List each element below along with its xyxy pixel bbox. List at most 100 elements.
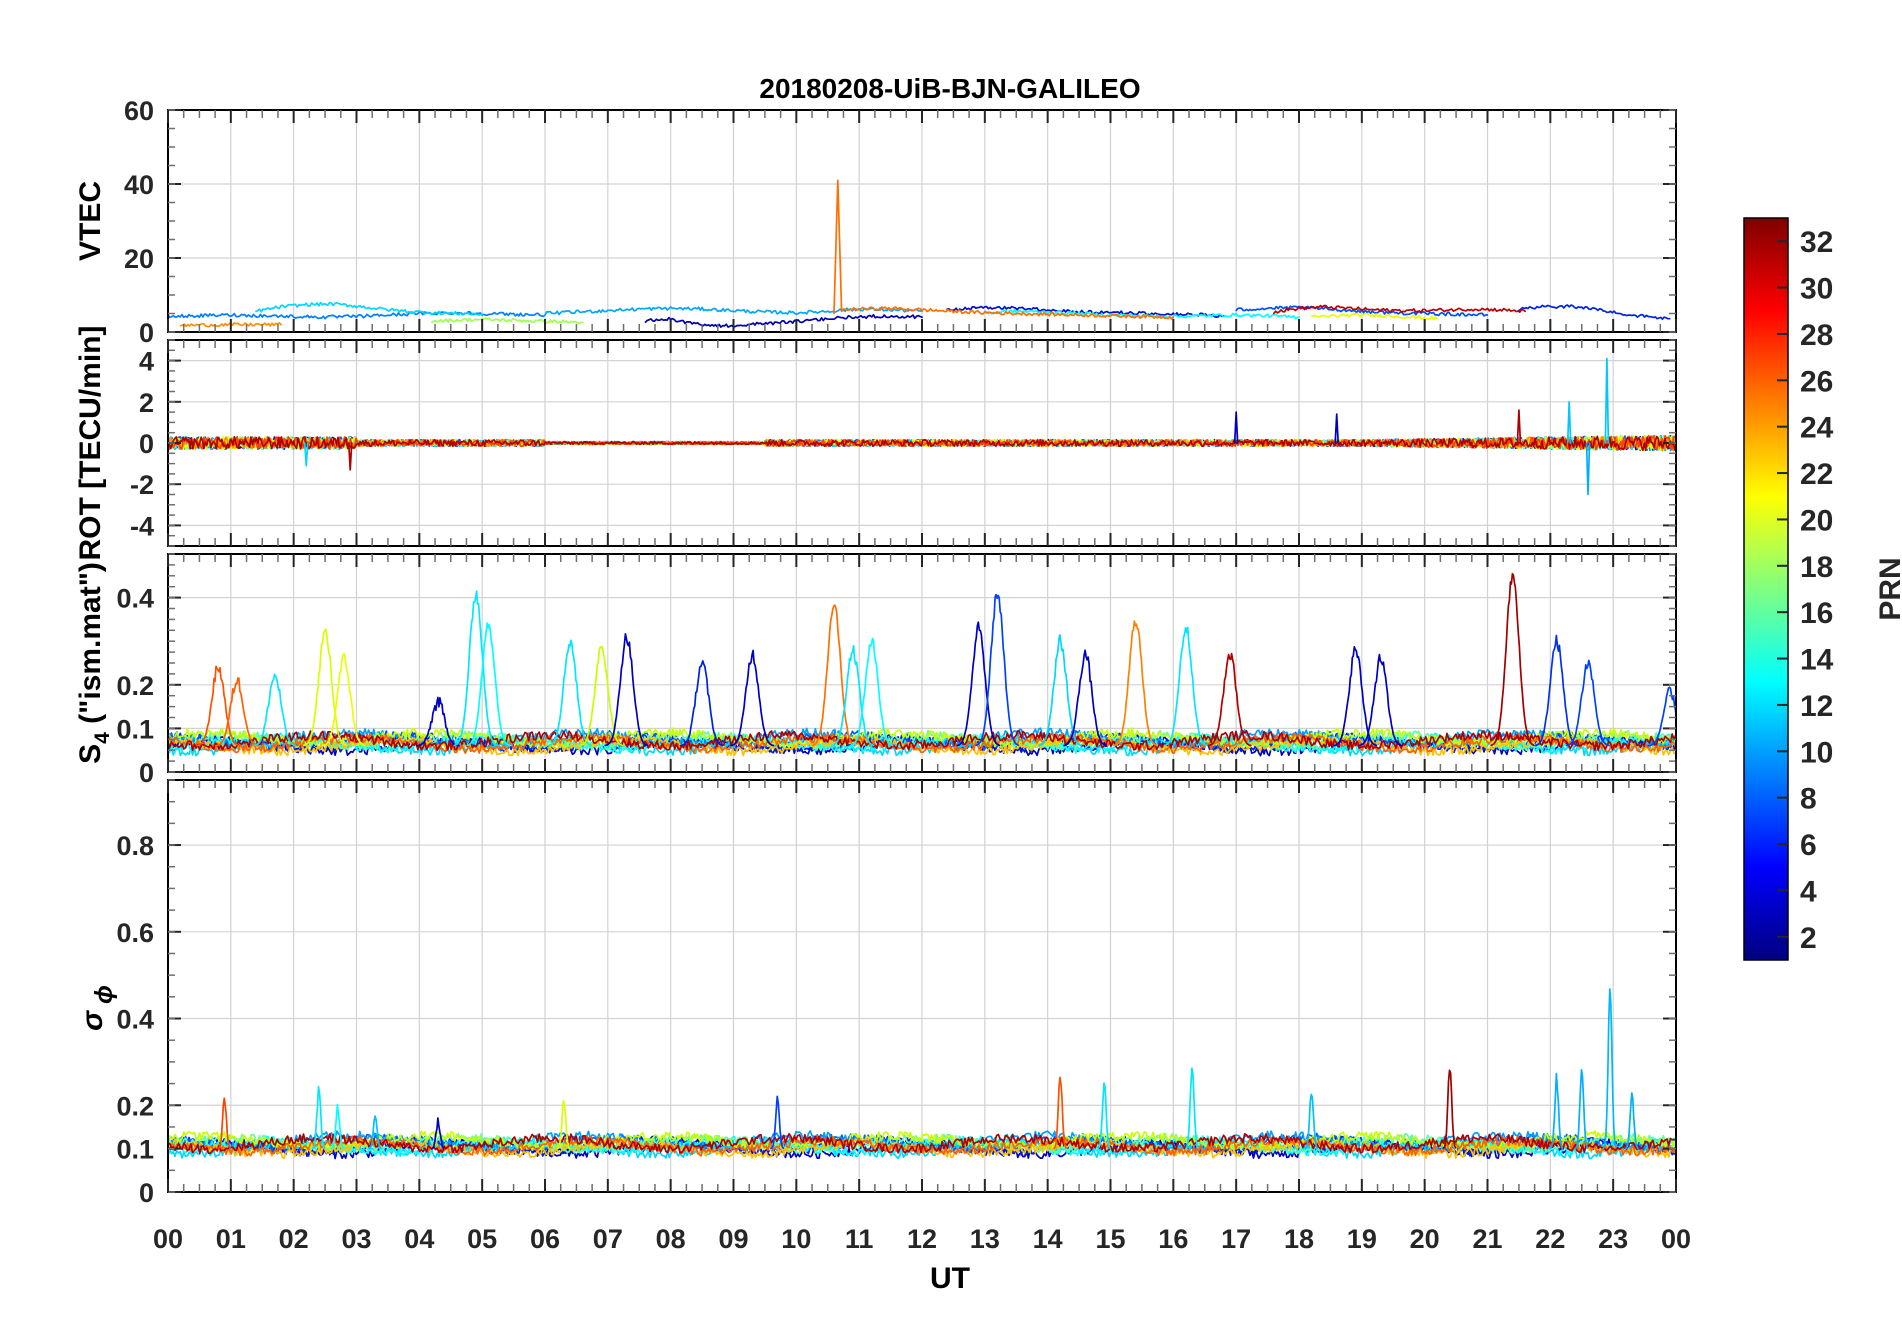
rot-event-5 (1233, 411, 1239, 444)
ytick-label: 60 (124, 96, 154, 126)
sigma_phi-peak-11 (1442, 1069, 1457, 1150)
trace-prn-30 (1273, 304, 1527, 315)
trace-prn-11 (255, 301, 484, 316)
sigma_phi-peak-2 (330, 1103, 345, 1150)
sigma_phi-peak-12 (1549, 1072, 1564, 1150)
ytick-label: 0.8 (116, 831, 154, 861)
xtick-label: 05 (467, 1224, 497, 1254)
xtick-label: 23 (1598, 1224, 1628, 1254)
xtick-label: 06 (530, 1224, 560, 1254)
s4-peak-23 (1333, 645, 1378, 747)
s4-peak-26 (1534, 634, 1579, 747)
xtick-label: 00 (153, 1224, 183, 1254)
s4-peak-2 (252, 673, 297, 747)
xtick-label: 10 (781, 1224, 811, 1254)
xtick-label: 00 (1661, 1224, 1691, 1254)
page-title: 20180208-UiB-BJN-GALILEO (759, 73, 1140, 104)
trace-prn-9 (544, 306, 923, 316)
rot-event-2 (1566, 400, 1572, 444)
xtick-label: 01 (216, 1224, 246, 1254)
colorbar-tick-label: 6 (1800, 829, 1817, 862)
sigma_phi-peak-8 (1097, 1082, 1111, 1150)
colorbar-tick-label: 2 (1800, 922, 1817, 955)
ytick-label: 20 (124, 244, 154, 274)
xtick-label: 15 (1095, 1224, 1125, 1254)
colorbar-tick-label: 20 (1800, 504, 1833, 537)
data-layer-rot (168, 357, 1676, 496)
ytick-label: 0.4 (116, 584, 154, 614)
s4-peak-3 (302, 628, 347, 747)
panel-rot: -4 -2 0 2 4 (130, 339, 1677, 547)
trace-sigma_phi-10 (168, 1132, 1676, 1155)
xtick-label: 02 (279, 1224, 309, 1254)
x-axis-label: UT (930, 1262, 970, 1295)
s4-peak-14 (830, 644, 875, 747)
s4-peak-24 (1358, 653, 1403, 747)
trace-prn-18 (431, 317, 584, 325)
trace-prn-20 (1310, 312, 1439, 321)
trace-rot-10 (168, 435, 1676, 452)
ytick-label: 0.2 (116, 1091, 154, 1121)
sigma_phi-peak-15 (1624, 1092, 1639, 1150)
s4-peak-15 (849, 637, 894, 747)
xtick-label: 11 (845, 1224, 874, 1254)
ytick-label: 0.1 (116, 1135, 154, 1165)
rot-event-3 (1516, 409, 1522, 444)
s4-peak-25 (1490, 572, 1535, 747)
y-axis-label-s4: S4 ("ism.mat") (74, 562, 114, 764)
s4-peak-4 (321, 653, 366, 747)
colorbar-tick-label: 32 (1800, 226, 1833, 259)
svg-text:S4 ("ism.mat"): S4 ("ism.mat") (74, 562, 114, 764)
ytick-label: -2 (130, 470, 154, 500)
s4-peak-27 (1565, 659, 1610, 747)
s4-peak-19 (1063, 649, 1108, 747)
colorbar-axis-label: PRN (1874, 557, 1902, 620)
s4-peak-20 (1113, 620, 1158, 747)
rot-event-0 (1604, 357, 1610, 444)
s4-peak-10 (604, 632, 649, 747)
panel-s4: 0 0.1 0.2 0.4 (116, 553, 1677, 788)
ytick-label: 2 (139, 388, 154, 418)
sigma_phi-peak-0 (217, 1097, 232, 1150)
s4-peak-1 (214, 677, 259, 747)
y-axis-label-rot: ROT [TECU/min] (74, 326, 107, 561)
rot-event-6 (303, 442, 309, 467)
s4-peak-17 (975, 593, 1020, 747)
sigma_phi-peak-9 (1185, 1067, 1199, 1150)
s4-peak-5 (415, 696, 460, 747)
xtick-label: 18 (1284, 1224, 1314, 1254)
sigma_phi-peak-5 (556, 1100, 571, 1150)
colorbar-tick-label: 16 (1800, 597, 1833, 630)
ytick-label: 0 (139, 318, 154, 348)
xtick-label: 19 (1347, 1224, 1377, 1254)
y-axis-label-vtec: VTEC (74, 181, 107, 261)
s4-peak-21 (1163, 626, 1208, 747)
colorbar-tick-label: 12 (1800, 690, 1833, 723)
xtick-label: 04 (404, 1224, 434, 1254)
xtick-label: 17 (1221, 1224, 1251, 1254)
svg-text:σ ϕ: σ ϕ (76, 985, 118, 1031)
xtick-label: 09 (718, 1224, 748, 1254)
ytick-label: 0 (139, 758, 154, 788)
ytick-label: 0 (139, 429, 154, 459)
trace-prn-4 (1518, 304, 1671, 320)
trace-s4-9 (168, 732, 1676, 754)
colorbar-tick-label: 24 (1800, 412, 1834, 445)
xtick-label: 03 (341, 1224, 371, 1254)
colorbar-tick-label: 22 (1800, 458, 1833, 491)
colorbar-tick-label: 18 (1800, 551, 1833, 584)
sigma_phi-peak-7 (1053, 1076, 1067, 1150)
colorbar-tick-label: 26 (1800, 365, 1833, 398)
sigma_phi-peak-3 (368, 1115, 382, 1150)
xtick-label: 13 (970, 1224, 1000, 1254)
s4-peak-22 (1207, 652, 1252, 747)
sigma_phi-peak-14 (1602, 988, 1617, 1149)
rot-event-4 (1334, 413, 1340, 444)
s4-peak-12 (730, 649, 775, 747)
s4-peak-6 (453, 590, 498, 747)
xtick-label: 21 (1472, 1224, 1502, 1254)
colorbar: 32 30 28 26 24 22 20 18 16 14 12 10 8 6 4 2 PRN (1743, 217, 1902, 961)
sigma_phi-peak-6 (770, 1095, 785, 1150)
s4-peak-28 (1647, 686, 1676, 747)
